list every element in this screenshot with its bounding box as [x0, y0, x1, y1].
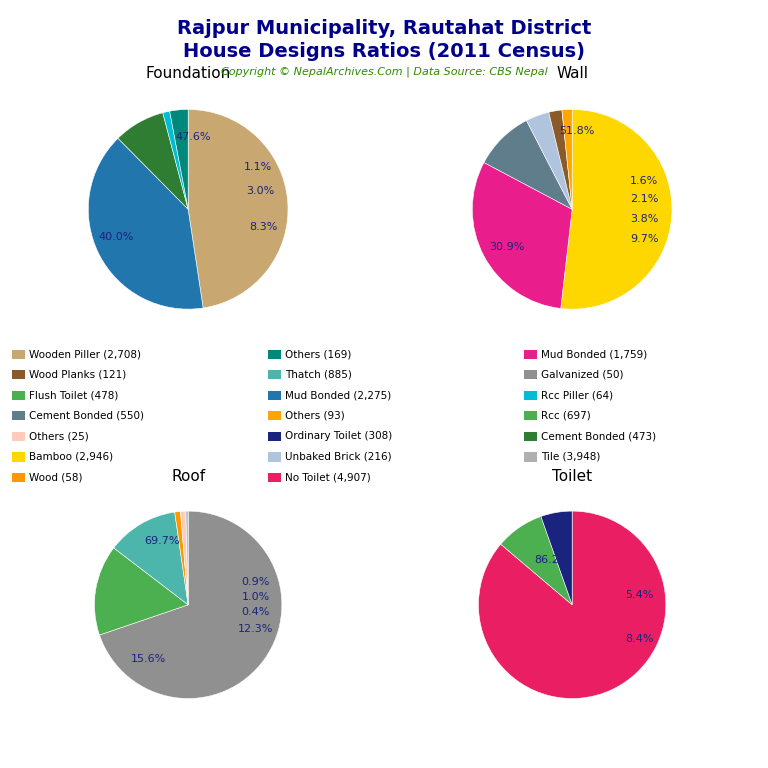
Text: Others (25): Others (25): [29, 432, 89, 442]
Text: 1.1%: 1.1%: [244, 162, 272, 172]
Wedge shape: [561, 109, 672, 309]
Text: 8.4%: 8.4%: [625, 634, 654, 644]
Wedge shape: [472, 163, 572, 309]
Text: House Designs Ratios (2011 Census): House Designs Ratios (2011 Census): [183, 42, 585, 61]
Text: Flush Toilet (478): Flush Toilet (478): [29, 390, 118, 400]
Text: 9.7%: 9.7%: [630, 234, 658, 244]
Text: 1.0%: 1.0%: [241, 592, 270, 602]
Text: 12.3%: 12.3%: [238, 624, 273, 634]
Text: Others (93): Others (93): [285, 411, 345, 421]
Text: Rajpur Municipality, Rautahat District: Rajpur Municipality, Rautahat District: [177, 19, 591, 38]
Wedge shape: [501, 516, 572, 605]
Wedge shape: [114, 512, 188, 605]
Text: Thatch (885): Thatch (885): [285, 370, 352, 380]
Text: Mud Bonded (2,275): Mud Bonded (2,275): [285, 390, 392, 400]
Text: Others (169): Others (169): [285, 349, 352, 359]
Wedge shape: [100, 511, 282, 698]
Wedge shape: [170, 109, 188, 209]
Text: Copyright © NepalArchives.Com | Data Source: CBS Nepal: Copyright © NepalArchives.Com | Data Sou…: [220, 67, 548, 78]
Text: No Toilet (4,907): No Toilet (4,907): [285, 472, 371, 482]
Text: Cement Bonded (550): Cement Bonded (550): [29, 411, 144, 421]
Wedge shape: [186, 511, 188, 605]
Text: 0.4%: 0.4%: [241, 607, 270, 617]
Text: Rcc (697): Rcc (697): [541, 411, 591, 421]
Wedge shape: [188, 109, 288, 308]
Text: 3.0%: 3.0%: [246, 187, 274, 197]
Text: 51.8%: 51.8%: [559, 127, 595, 137]
Text: 15.6%: 15.6%: [131, 654, 167, 664]
Text: Rcc Piller (64): Rcc Piller (64): [541, 390, 614, 400]
Text: Unbaked Brick (216): Unbaked Brick (216): [285, 452, 392, 462]
Text: Wooden Piller (2,708): Wooden Piller (2,708): [29, 349, 141, 359]
Text: Wood Planks (121): Wood Planks (121): [29, 370, 127, 380]
Text: 8.3%: 8.3%: [249, 222, 277, 232]
Title: Wall: Wall: [556, 65, 588, 81]
Text: 2.1%: 2.1%: [630, 194, 658, 204]
Text: Bamboo (2,946): Bamboo (2,946): [29, 452, 114, 462]
Text: Ordinary Toilet (308): Ordinary Toilet (308): [285, 432, 392, 442]
Text: 47.6%: 47.6%: [175, 132, 211, 142]
Text: Wood (58): Wood (58): [29, 472, 83, 482]
Text: Galvanized (50): Galvanized (50): [541, 370, 624, 380]
Text: 5.4%: 5.4%: [625, 591, 654, 601]
Text: Mud Bonded (1,759): Mud Bonded (1,759): [541, 349, 647, 359]
Title: Roof: Roof: [171, 468, 205, 484]
Text: 1.6%: 1.6%: [630, 177, 658, 187]
Wedge shape: [180, 511, 188, 605]
Text: Tile (3,948): Tile (3,948): [541, 452, 601, 462]
Wedge shape: [527, 112, 572, 209]
Text: Cement Bonded (473): Cement Bonded (473): [541, 432, 657, 442]
Text: 0.9%: 0.9%: [241, 578, 270, 588]
Wedge shape: [478, 511, 666, 698]
Wedge shape: [174, 511, 188, 605]
Wedge shape: [549, 110, 572, 209]
Wedge shape: [94, 548, 188, 635]
Wedge shape: [163, 111, 188, 209]
Title: Foundation: Foundation: [145, 65, 231, 81]
Wedge shape: [562, 109, 572, 209]
Title: Toilet: Toilet: [552, 468, 592, 484]
Text: 3.8%: 3.8%: [630, 214, 658, 224]
Text: 30.9%: 30.9%: [489, 242, 525, 252]
Wedge shape: [88, 138, 204, 309]
Text: 86.2%: 86.2%: [534, 554, 569, 564]
Text: 69.7%: 69.7%: [144, 536, 180, 546]
Wedge shape: [484, 121, 572, 209]
Text: 40.0%: 40.0%: [98, 232, 134, 242]
Wedge shape: [541, 511, 572, 605]
Wedge shape: [118, 113, 188, 209]
